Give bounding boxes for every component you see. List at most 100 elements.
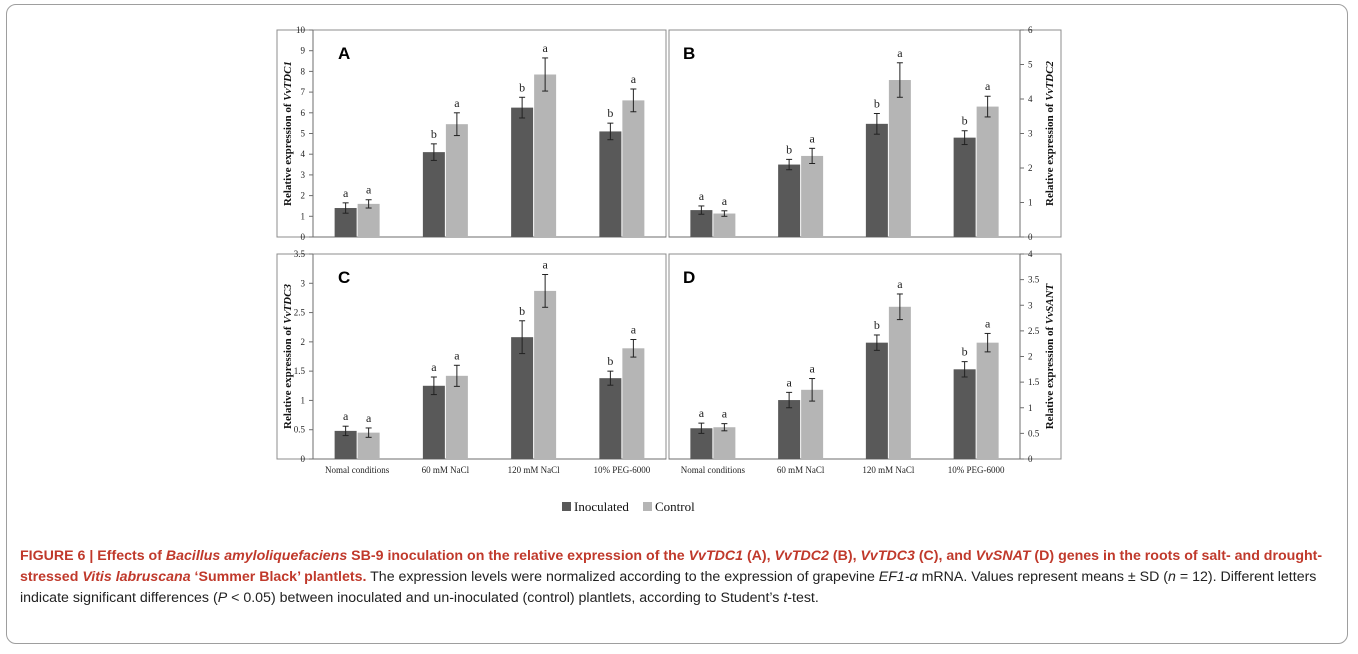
y-tick-label: 0.5	[1028, 428, 1040, 438]
y-axis-label: Relative expression of VvTDC1	[282, 61, 294, 206]
significance-letter: a	[431, 360, 437, 374]
y-tick-label: 5	[301, 129, 306, 139]
bar-inoculated	[865, 123, 888, 237]
y-axis-label: Relative expression of VvTDC3	[282, 284, 294, 429]
significance-letter: a	[343, 186, 349, 200]
bar-control	[357, 203, 380, 237]
significance-letter: a	[722, 407, 728, 421]
y-tick-label: 2	[301, 337, 306, 347]
bar-inoculated	[778, 400, 801, 459]
y-tick-label: 4	[1028, 94, 1033, 104]
significance-letter: b	[519, 80, 525, 94]
figure-caption: FIGURE 6 | Effects of Bacillus amyloliqu…	[20, 546, 1345, 609]
y-tick-label: 1.5	[1028, 377, 1040, 387]
y-tick-label: 3.5	[1028, 275, 1040, 285]
bar-control	[713, 427, 736, 459]
bar-inoculated	[422, 385, 445, 459]
bar-control	[357, 432, 380, 459]
legend-label-control: Control	[655, 499, 695, 514]
bar-inoculated	[599, 378, 622, 459]
significance-letter: a	[542, 41, 548, 55]
significance-letter: a	[542, 258, 548, 272]
bar-inoculated	[511, 337, 534, 459]
significance-letter: a	[897, 46, 903, 60]
y-tick-label: 4	[301, 149, 306, 159]
bar-inoculated	[953, 137, 976, 237]
bar-inoculated	[778, 164, 801, 237]
significance-letter: a	[366, 411, 372, 425]
chart-panel-a: 0 1 2 3 4 5 6 7 8 9 10 Relative expression of VvTDC…	[276, 25, 667, 242]
x-category-label: Nomal conditions	[325, 465, 390, 475]
significance-letter: a	[809, 362, 815, 376]
y-tick-label: 0	[1028, 232, 1033, 242]
significance-letter: b	[431, 127, 437, 141]
bar-inoculated	[953, 369, 976, 459]
significance-letter: a	[985, 79, 991, 93]
panel-label: B	[683, 44, 695, 63]
significance-letter: a	[985, 316, 991, 330]
x-category-label: 10% PEG-6000	[594, 465, 651, 475]
significance-letter: a	[454, 96, 460, 110]
bar-inoculated	[599, 131, 622, 237]
caption-title: FIGURE 6 | Effects of Bacillus amyloliqu…	[20, 548, 1323, 585]
bar-control	[534, 74, 557, 237]
x-category-label: Nomal conditions	[681, 465, 746, 475]
y-tick-label: 8	[301, 66, 306, 76]
x-category-label: 120 mM NaCl	[862, 465, 915, 475]
y-tick-label: 4	[1028, 249, 1033, 259]
significance-letter: b	[607, 354, 613, 368]
caption-body: The expression levels were normalized ac…	[20, 569, 1317, 606]
bar-control	[713, 213, 736, 237]
y-tick-label: 5	[1028, 60, 1033, 70]
significance-letter: b	[874, 318, 880, 332]
y-tick-label: 2	[1028, 163, 1033, 173]
y-tick-label: 9	[301, 46, 306, 56]
significance-letter: b	[874, 96, 880, 110]
bar-control	[622, 100, 645, 237]
y-tick-label: 3	[1028, 129, 1033, 139]
figure-frame	[6, 4, 1348, 644]
y-tick-label: 1	[301, 211, 306, 221]
y-tick-label: 6	[301, 108, 306, 118]
y-tick-label: 0	[301, 232, 306, 242]
bar-inoculated	[690, 428, 713, 459]
y-tick-label: 2.5	[294, 308, 306, 318]
chart-panel-b: 0 1 2 3 4 5 6 Relative expression of VvTDC2 Ba a b…	[668, 25, 1062, 242]
bar-control	[534, 290, 557, 459]
chart-panel-d: 0 0.5 1 1.5 2 2.5 3 3.5 4 Relative expression of …	[668, 249, 1062, 475]
y-tick-label: 1	[301, 395, 306, 405]
significance-letter: a	[343, 409, 349, 423]
bar-control	[888, 80, 911, 238]
significance-letter: a	[631, 72, 637, 86]
panel-label: D	[683, 268, 695, 287]
y-tick-label: 0	[1028, 454, 1033, 464]
significance-letter: b	[786, 142, 792, 156]
bar-control	[801, 155, 824, 237]
bar-inoculated	[865, 342, 888, 459]
y-tick-label: 0.5	[294, 425, 306, 435]
y-tick-label: 7	[301, 87, 306, 97]
panel-label: C	[338, 268, 350, 287]
y-tick-label: 1.5	[294, 366, 306, 376]
significance-letter: a	[699, 406, 705, 420]
significance-letter: a	[699, 189, 705, 203]
bar-inoculated	[511, 107, 534, 237]
y-tick-label: 2	[1028, 352, 1033, 362]
y-tick-label: 2	[301, 191, 306, 201]
significance-letter: a	[454, 348, 460, 362]
significance-letter: a	[897, 277, 903, 291]
significance-letter: a	[809, 131, 815, 145]
bar-inoculated	[334, 430, 357, 459]
bar-control	[622, 348, 645, 459]
x-category-label: 120 mM NaCl	[508, 465, 561, 475]
bar-control	[445, 375, 468, 459]
y-axis-label: Relative expression of VvTDC2	[1044, 61, 1056, 206]
significance-letter: b	[962, 345, 968, 359]
significance-letter: a	[631, 323, 637, 337]
panel-border	[668, 29, 1062, 238]
significance-letter: a	[366, 183, 372, 197]
x-category-label: 60 mM NaCl	[422, 465, 470, 475]
bar-control	[976, 342, 999, 459]
